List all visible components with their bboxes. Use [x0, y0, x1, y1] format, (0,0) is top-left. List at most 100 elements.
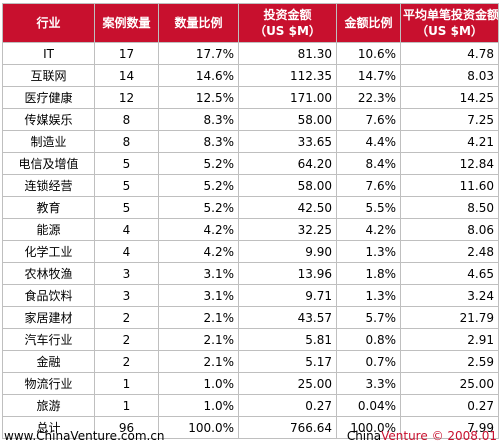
brand-venture: Venture — [381, 429, 428, 443]
industry-cell: 金融 — [2, 350, 95, 373]
table-row: IT 17 17.7% 81.30 10.6% 4.78 — [2, 42, 499, 65]
table-row: 电信及增值 5 5.2% 64.20 8.4% 12.84 — [2, 152, 499, 175]
case-count-cell: 3 — [94, 284, 159, 307]
amount-ratio-cell: 7.6% — [336, 108, 401, 131]
avg-amount-cell: 12.84 — [400, 152, 499, 175]
invest-amount-cell: 81.30 — [238, 42, 337, 65]
investment-by-industry-table: 行业 案例数量 数量比例 投资金额 （US $M） 金额比例 平均单笔投资金额 （US $M）… — [2, 3, 499, 439]
table-row: 制造业 8 8.3% 33.65 4.4% 4.21 — [2, 130, 499, 153]
header-col-amount-ratio: 金额比例 — [336, 3, 401, 43]
header-col-invest-amount: 投资金额 （US $M） — [238, 3, 337, 43]
invest-amount-cell: 64.20 — [238, 152, 337, 175]
avg-amount-cell: 8.50 — [400, 196, 499, 219]
amount-ratio-cell: 10.6% — [336, 42, 401, 65]
avg-amount-cell: 8.06 — [400, 218, 499, 241]
industry-cell: 教育 — [2, 196, 95, 219]
count-ratio-cell: 2.1% — [158, 306, 239, 329]
amount-ratio-cell: 100.0% — [336, 416, 401, 439]
count-ratio-cell: 1.0% — [158, 394, 239, 417]
case-count-cell: 3 — [94, 262, 159, 285]
header-col-avg-amount: 平均单笔投资金额 （US $M） — [400, 3, 499, 43]
invest-amount-cell: 171.00 — [238, 86, 337, 109]
industry-cell: 汽车行业 — [2, 328, 95, 351]
count-ratio-cell: 8.3% — [158, 108, 239, 131]
amount-ratio-cell: 3.3% — [336, 372, 401, 395]
case-count-cell: 12 — [94, 86, 159, 109]
invest-amount-cell: 112.35 — [238, 64, 337, 87]
count-ratio-cell: 5.2% — [158, 174, 239, 197]
count-ratio-cell: 2.1% — [158, 328, 239, 351]
table-body: IT 17 17.7% 81.30 10.6% 4.78 互联网 14 14.6% 112.35 1… — [2, 42, 499, 439]
case-count-cell: 8 — [94, 108, 159, 131]
avg-amount-cell: 21.79 — [400, 306, 499, 329]
case-count-cell: 5 — [94, 174, 159, 197]
avg-amount-cell: 8.03 — [400, 64, 499, 87]
count-ratio-cell: 8.3% — [158, 130, 239, 153]
count-ratio-cell: 3.1% — [158, 262, 239, 285]
brand-china: China — [346, 429, 382, 443]
amount-ratio-cell: 4.4% — [336, 130, 401, 153]
footer-brand: ChinaVenture © 2008.01 — [347, 428, 497, 444]
count-ratio-cell: 4.2% — [158, 240, 239, 263]
industry-cell: 食品饮料 — [2, 284, 95, 307]
footer: www.ChinaVenture.com.cn ChinaVenture © 2… — [4, 428, 497, 444]
invest-amount-cell: 9.71 — [238, 284, 337, 307]
table-row: 传媒娱乐 8 8.3% 58.00 7.6% 7.25 — [2, 108, 499, 131]
case-count-cell: 2 — [94, 350, 159, 373]
invest-amount-cell: 42.50 — [238, 196, 337, 219]
footer-copyright: © 2008.01 — [431, 429, 497, 443]
avg-amount-cell: 11.60 — [400, 174, 499, 197]
avg-amount-cell: 4.21 — [400, 130, 499, 153]
invest-amount-cell: 9.90 — [238, 240, 337, 263]
table-row: 汽车行业 2 2.1% 5.81 0.8% 2.91 — [2, 328, 499, 351]
industry-cell: 旅游 — [2, 394, 95, 417]
invest-amount-cell: 25.00 — [238, 372, 337, 395]
avg-amount-cell: 4.78 — [400, 42, 499, 65]
invest-amount-cell: 43.57 — [238, 306, 337, 329]
case-count-cell: 14 — [94, 64, 159, 87]
amount-ratio-cell: 1.3% — [336, 240, 401, 263]
avg-amount-cell: 7.25 — [400, 108, 499, 131]
count-ratio-cell: 2.1% — [158, 350, 239, 373]
industry-cell: 传媒娱乐 — [2, 108, 95, 131]
table-row: 医疗健康 12 12.5% 171.00 22.3% 14.25 — [2, 86, 499, 109]
invest-amount-cell: 13.96 — [238, 262, 337, 285]
amount-ratio-cell: 5.5% — [336, 196, 401, 219]
amount-ratio-cell: 7.6% — [336, 174, 401, 197]
invest-amount-cell: 766.64 — [238, 416, 337, 439]
case-count-cell: 5 — [94, 196, 159, 219]
case-count-cell: 2 — [94, 306, 159, 329]
case-count-cell: 8 — [94, 130, 159, 153]
count-ratio-cell: 100.0% — [158, 416, 239, 439]
footer-site-url: www.ChinaVenture.com.cn — [4, 429, 165, 443]
invest-amount-cell: 33.65 — [238, 130, 337, 153]
invest-amount-cell: 0.27 — [238, 394, 337, 417]
case-count-cell: 1 — [94, 394, 159, 417]
table-row: 旅游 1 1.0% 0.27 0.04% 0.27 — [2, 394, 499, 417]
count-ratio-cell: 1.0% — [158, 372, 239, 395]
table-row: 家居建材 2 2.1% 43.57 5.7% 21.79 — [2, 306, 499, 329]
case-count-cell: 4 — [94, 218, 159, 241]
header-col-industry: 行业 — [2, 3, 95, 43]
industry-cell: 制造业 — [2, 130, 95, 153]
table-row: 农林牧渔 3 3.1% 13.96 1.8% 4.65 — [2, 262, 499, 285]
amount-ratio-cell: 1.8% — [336, 262, 401, 285]
industry-cell: 农林牧渔 — [2, 262, 95, 285]
avg-amount-cell: 14.25 — [400, 86, 499, 109]
case-count-cell: 2 — [94, 328, 159, 351]
industry-cell: 能源 — [2, 218, 95, 241]
count-ratio-cell: 12.5% — [158, 86, 239, 109]
case-count-cell: 5 — [94, 152, 159, 175]
avg-amount-cell: 4.65 — [400, 262, 499, 285]
count-ratio-cell: 14.6% — [158, 64, 239, 87]
count-ratio-cell: 17.7% — [158, 42, 239, 65]
case-count-cell: 1 — [94, 372, 159, 395]
amount-ratio-cell: 14.7% — [336, 64, 401, 87]
amount-ratio-cell: 4.2% — [336, 218, 401, 241]
count-ratio-cell: 3.1% — [158, 284, 239, 307]
industry-cell: 电信及增值 — [2, 152, 95, 175]
avg-amount-cell: 3.24 — [400, 284, 499, 307]
count-ratio-cell: 5.2% — [158, 196, 239, 219]
invest-amount-cell: 58.00 — [238, 174, 337, 197]
table-row: 食品饮料 3 3.1% 9.71 1.3% 3.24 — [2, 284, 499, 307]
